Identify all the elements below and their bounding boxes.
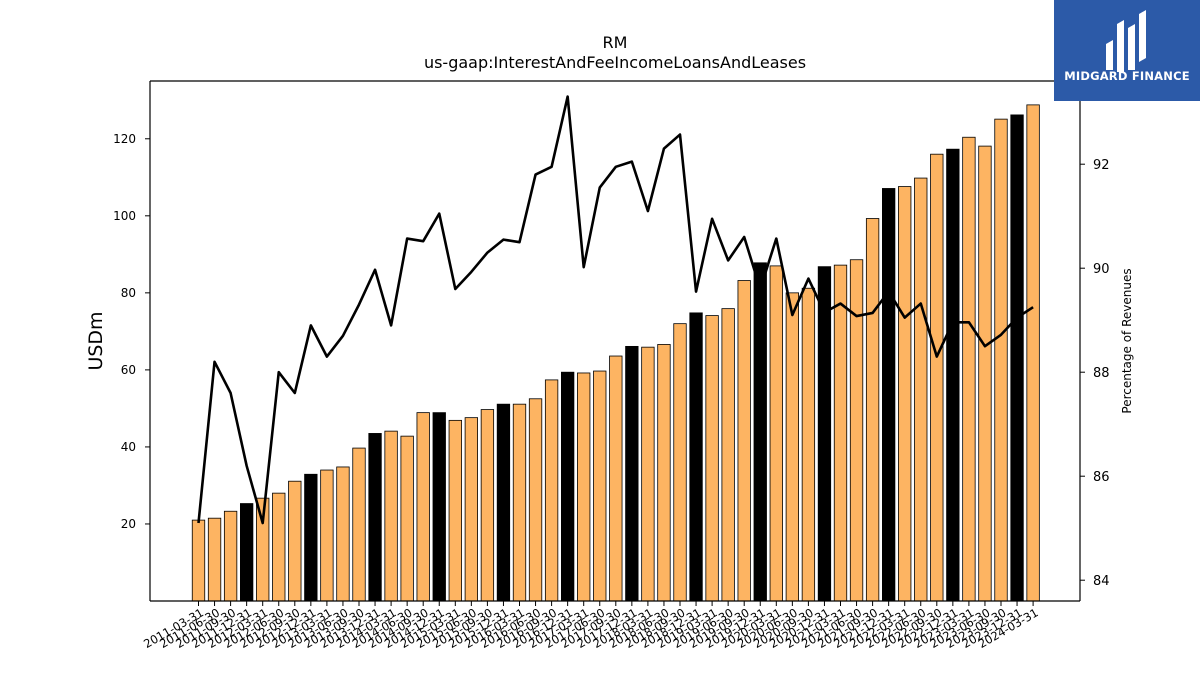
chart-title: RM [603,33,628,52]
bar [320,469,334,602]
bar [593,370,607,602]
bar [849,259,864,602]
bar [416,412,430,602]
y-tick-label: 100 [113,209,136,223]
y2-tick-label: 92 [1093,158,1110,173]
bar [272,492,286,602]
y2-tick-label: 84 [1093,574,1110,589]
bar [304,473,318,602]
y-tick-label: 20 [121,517,136,531]
bar [577,372,591,602]
bar [544,379,559,602]
bar [288,480,302,602]
bar [930,153,944,602]
bar [625,345,639,602]
y2-axis-label: Percentage of Revenues [1120,268,1134,413]
y2-tick-label: 86 [1093,470,1110,485]
bar [561,371,575,602]
bar [978,145,992,602]
bar [865,218,880,602]
bar [898,186,912,602]
chart-subtitle: us-gaap:InterestAndFeeIncomeLoansAndLeas… [424,53,806,72]
y2-tick-label: 90 [1093,262,1110,277]
bar [336,466,350,602]
bar [785,292,799,602]
bar [207,517,222,602]
bar [689,312,703,602]
bar [769,265,783,602]
bar [528,398,543,602]
bar [817,266,832,602]
bar [705,315,719,602]
y-axis-label: USDm [85,311,107,370]
bar [641,346,655,602]
bar [352,447,366,602]
percentage-line [197,95,1034,525]
bar [657,344,671,602]
bar [384,430,398,602]
brand-name: MIDGARD FINANCE [1064,69,1190,83]
bar [480,409,495,602]
bar [721,308,735,602]
y-tick-label: 120 [113,132,136,146]
bar [223,510,238,602]
bar [737,280,751,602]
bar [833,264,848,602]
bar [191,519,206,602]
bar [801,287,816,602]
y-tick-label: 60 [121,363,136,377]
bar [753,262,767,602]
bar [914,177,928,602]
brand-logo: MIDGARD FINANCE [1054,0,1200,101]
axes-layer: 2040608010012084868890922011-03-312011-0… [113,80,1110,651]
y2-tick-label: 88 [1093,366,1110,381]
bar [239,503,254,602]
y-tick-label: 80 [121,286,136,300]
bar [448,419,462,602]
bar [609,355,623,602]
bar [400,435,414,602]
bar [368,433,382,602]
bar [962,136,976,602]
bar [496,403,511,602]
bar [882,188,896,602]
bar [994,118,1008,602]
midgard-logo-icon [1106,10,1146,72]
line-layer [197,95,1034,525]
bar [673,323,687,602]
y-tick-label: 40 [121,440,136,454]
bar [1026,104,1040,602]
bar [1010,114,1024,602]
bar [432,412,446,602]
bars-layer [191,104,1040,602]
bar [512,403,527,602]
bar [946,148,960,602]
bar [464,417,479,602]
